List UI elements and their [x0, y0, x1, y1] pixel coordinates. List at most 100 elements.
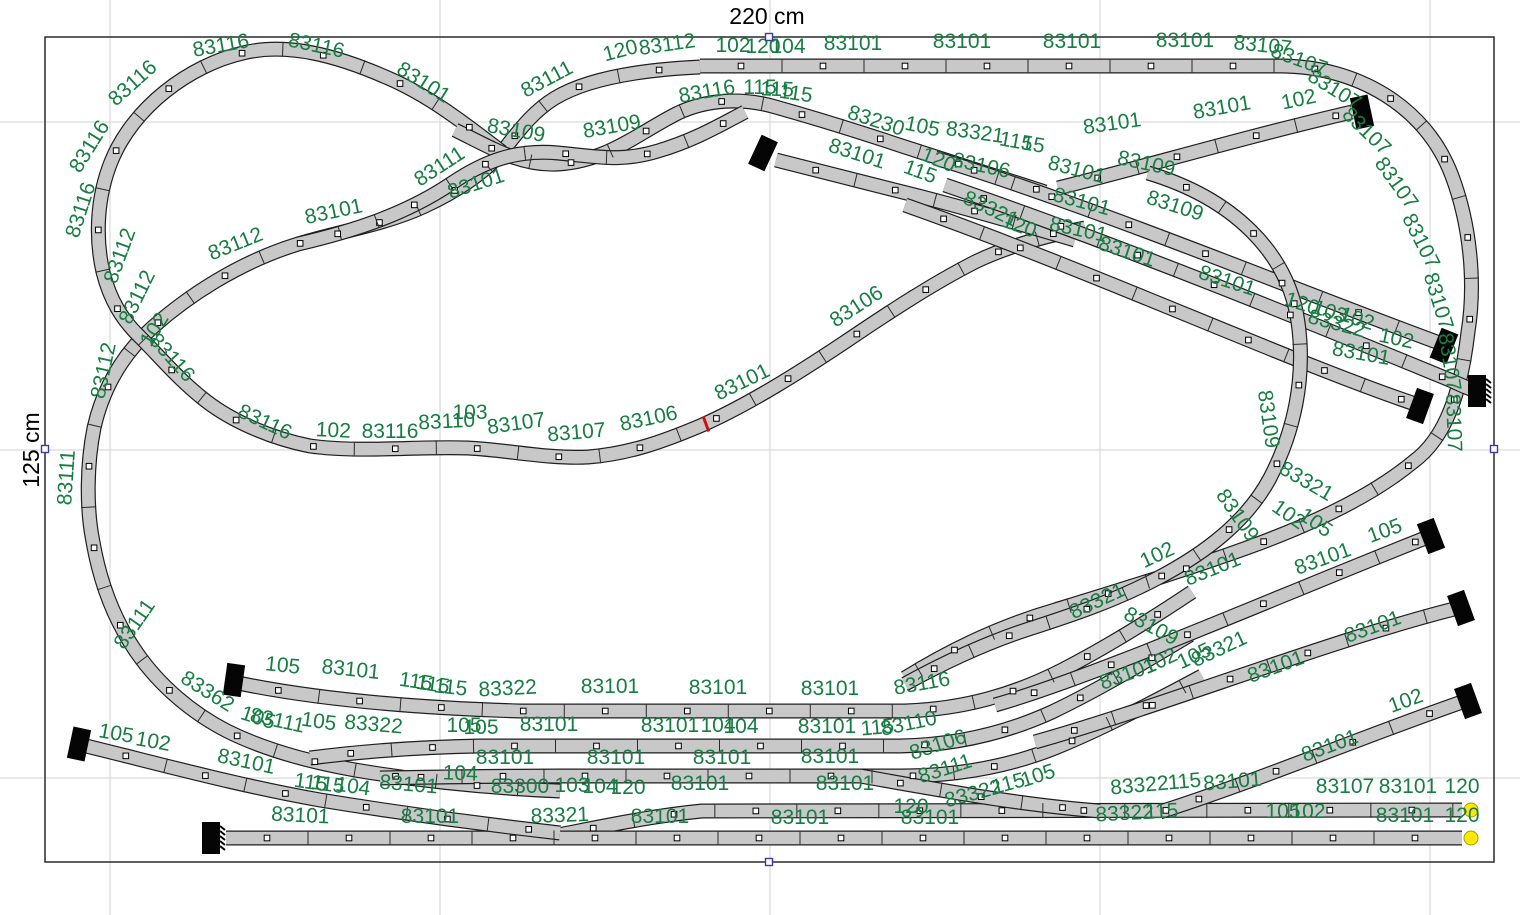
board-width-label: 220 cm — [729, 3, 805, 29]
piece-center-marker — [921, 741, 928, 749]
piece-center-marker — [263, 834, 271, 842]
part-number-label: 104 — [723, 715, 758, 738]
track-joint — [123, 347, 136, 358]
piece-center-marker — [663, 772, 671, 780]
track-sweep-83109[interactable] — [901, 166, 1307, 690]
track-fan-diagonal-1[interactable] — [993, 531, 1431, 712]
part-number-label: 83101 — [1043, 30, 1101, 53]
piece-center-marker — [466, 123, 473, 131]
track-joint — [405, 805, 409, 821]
piece-center-marker — [1083, 653, 1091, 660]
track-left-buffer-siding[interactable] — [84, 739, 561, 840]
track-joint — [373, 213, 380, 229]
buffer-stop[interactable] — [1429, 327, 1459, 365]
track-fan-diagonal-2[interactable] — [1033, 601, 1460, 749]
buffer-stop[interactable] — [1416, 517, 1446, 555]
piece-center-marker — [1183, 184, 1190, 191]
part-number-label: 83111 — [53, 449, 80, 506]
buffer-stop[interactable] — [1468, 375, 1492, 407]
part-number-label: 83322 — [1095, 800, 1155, 826]
track-joint — [1055, 255, 1062, 271]
buffer-stop[interactable] — [1454, 682, 1482, 720]
track-siding-from-mid-buffer[interactable] — [774, 153, 1077, 247]
piece-center-marker — [919, 834, 927, 842]
buffer-stop-body — [222, 662, 246, 698]
piece-center-marker — [232, 416, 240, 424]
part-number-label: 83321 — [530, 803, 589, 828]
track-s-curve-83116[interactable] — [452, 94, 1047, 199]
track-joint — [353, 762, 357, 778]
selection-handle[interactable] — [764, 857, 774, 867]
buffer-stop[interactable] — [1447, 589, 1475, 627]
uncoupler-marker[interactable] — [1463, 802, 1479, 818]
piece-center-marker — [221, 272, 229, 280]
piece-center-marker — [1332, 112, 1340, 120]
piece-center-marker — [1450, 396, 1458, 403]
buffer-stop-body — [202, 822, 220, 854]
part-number-label: 83101 — [641, 714, 699, 737]
piece-center-marker — [955, 160, 962, 168]
piece-center-marker — [847, 707, 855, 715]
piece-center-marker — [1244, 806, 1252, 814]
piece-center-marker — [853, 330, 861, 338]
piece-center-marker — [752, 807, 760, 815]
track-ladder-upper-2[interactable] — [942, 179, 1480, 398]
piece-center-marker — [1397, 395, 1405, 403]
part-number-label: 83101 — [520, 713, 578, 736]
piece-center-marker — [655, 66, 663, 74]
selection-handle[interactable] — [764, 32, 774, 42]
track-ladder-upper-3[interactable] — [902, 199, 1421, 411]
buffer-stop[interactable] — [202, 822, 226, 854]
uncoupler-marker[interactable] — [1463, 830, 1479, 846]
track-joint — [1069, 671, 1076, 687]
piece-center-marker — [1016, 244, 1024, 252]
selection-handle[interactable] — [1489, 444, 1499, 454]
board-height-label: 125 cm — [18, 412, 44, 488]
piece-center-marker — [1147, 62, 1155, 70]
track-yard-row-1[interactable] — [236, 586, 1196, 718]
track-joint — [978, 226, 986, 241]
part-number-label: 83101 — [1341, 606, 1404, 648]
piece-center-marker — [675, 742, 682, 750]
track-joint — [1293, 118, 1299, 133]
track-joint — [1214, 138, 1219, 154]
buffer-stop[interactable] — [1349, 94, 1375, 130]
piece-center-marker — [427, 834, 435, 842]
track-joint — [605, 149, 608, 166]
buffer-hatch — [1485, 383, 1492, 389]
part-number-label: 102 — [315, 418, 351, 443]
piece-center-marker — [930, 665, 938, 672]
buffer-stop[interactable] — [1406, 387, 1434, 425]
piece-center-marker — [509, 834, 517, 842]
track-joint — [1134, 160, 1140, 175]
track-joint — [1096, 233, 1103, 248]
buffer-stop-body — [1447, 589, 1475, 627]
track-balloon-loop-and-mid-line[interactable] — [92, 42, 1087, 464]
buffer-stop[interactable] — [222, 662, 246, 698]
track-siding-102-top-right[interactable] — [1056, 105, 1354, 195]
track-joint — [971, 694, 976, 710]
buffer-stop[interactable] — [66, 726, 92, 762]
track-joint — [1248, 292, 1256, 307]
track-joint — [481, 702, 484, 718]
buffer-hatch — [1485, 378, 1492, 384]
part-number-label: 115 — [778, 80, 814, 107]
track-joint — [1292, 343, 1308, 346]
part-number-label: 104 — [770, 35, 805, 58]
track-joint — [748, 392, 757, 407]
buffer-stop-body — [1416, 517, 1446, 555]
track-joint — [1164, 231, 1171, 247]
piece-center-marker — [95, 226, 102, 234]
track-main-right-loop[interactable] — [700, 59, 1478, 684]
track-joint — [1250, 494, 1263, 505]
piece-center-marker — [1250, 230, 1257, 237]
part-number-label: 83101 — [798, 715, 856, 738]
track-s-curve-83109[interactable] — [296, 106, 748, 251]
piece-center-marker — [1158, 572, 1166, 580]
selection-handle[interactable] — [40, 444, 50, 454]
part-number-label: 115 — [760, 77, 794, 101]
buffer-stop[interactable] — [748, 134, 778, 172]
track-ladder-upper-1[interactable] — [933, 151, 1445, 350]
